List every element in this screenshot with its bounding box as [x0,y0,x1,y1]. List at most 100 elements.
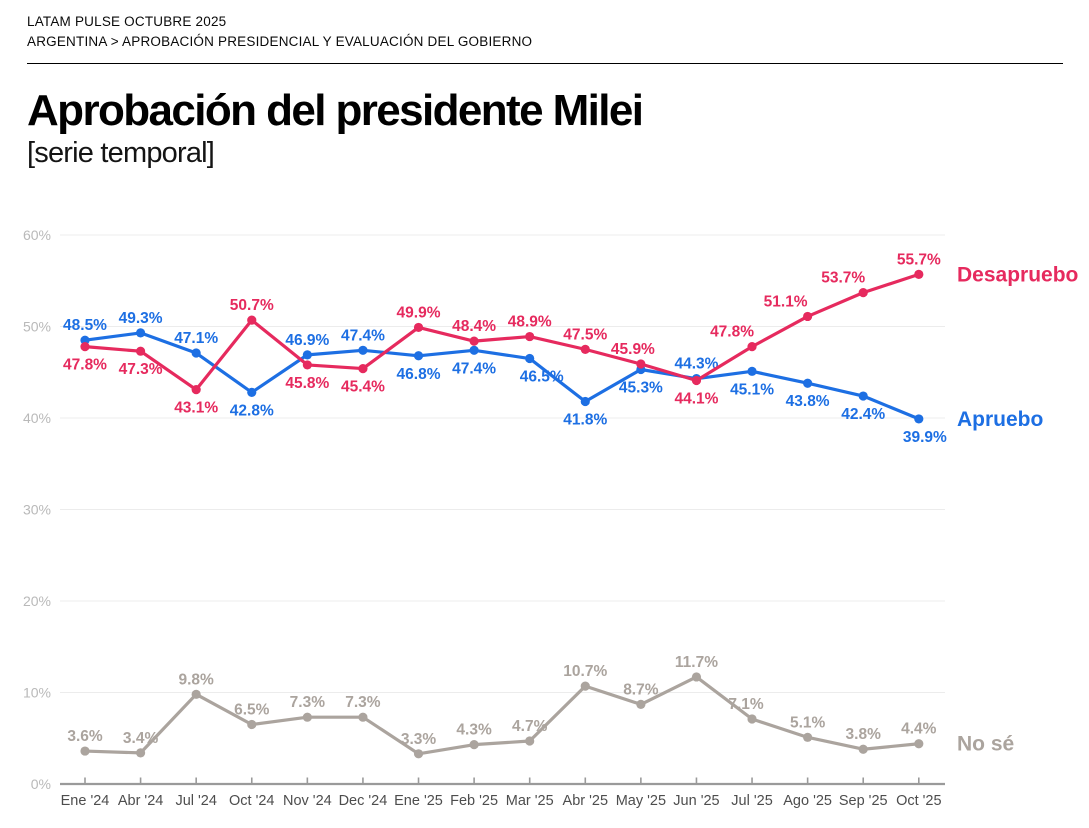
data-label: 49.3% [119,310,163,327]
data-label: 41.8% [563,412,607,429]
data-point [135,346,146,356]
data-label: 47.4% [452,360,496,377]
x-tick-label: Feb '25 [450,793,498,809]
data-point [413,351,424,361]
data-label: 3.4% [123,730,159,747]
data-point [747,366,757,376]
data-point [80,746,90,756]
data-point [191,385,201,395]
data-label: 45.3% [619,380,663,397]
legend-apruebo: Apruebo [957,408,1043,431]
data-label: 47.8% [710,324,754,341]
data-point [135,328,146,338]
data-label: 4.3% [456,722,492,739]
x-tick-label: Nov '24 [283,793,332,809]
data-point [469,336,479,346]
data-point [135,748,146,758]
x-tick-label: Ago '25 [783,793,832,809]
chart-container: 0% 10% 20% 30% 40% 50% 60% Ene '24 Abr '24 Jul '2… [0,215,1089,823]
data-point [191,689,201,699]
y-tick-label: 20% [23,593,51,609]
series-desapruebo: 47.8% 47.3% 43.1% 50.7% 45.8% 45.4% 49.9% 48.4%… [63,251,1078,416]
y-tick-label: 30% [23,502,51,518]
series-apruebo: 48.5% 49.3% 47.1% 42.8% 46.9% 47.4% 46.8% 47.4%… [63,310,1043,446]
page-subtitle: [serie temporal] [27,137,215,169]
data-point [413,322,424,333]
report-page: LATAM PULSE OCTUBRE 2025 ARGENTINA > APR… [0,0,1089,170]
data-point [247,387,257,397]
data-label: 45.1% [730,381,774,398]
data-point [247,315,257,325]
legend-desapruebo: Desapruebo [957,263,1078,286]
data-point [747,342,757,352]
data-point [914,414,924,424]
data-point [803,732,813,742]
data-label: 43.8% [786,393,830,410]
x-tick-label: May '25 [616,793,666,809]
data-point [191,348,201,358]
data-point [302,350,312,360]
x-tick-label: Oct '24 [229,793,274,809]
data-point [469,345,479,355]
breadcrumb: ARGENTINA > APROBACIÓN PRESIDENCIAL Y EV… [27,34,533,49]
data-point [636,699,646,709]
data-label: 44.1% [674,390,718,407]
data-label: 7.3% [345,694,381,711]
data-label: 7.3% [290,694,326,711]
data-label: 45.8% [285,375,329,392]
data-label: 9.8% [179,671,215,688]
x-tick-label: Mar '25 [506,793,554,809]
series-line [83,675,921,756]
data-label: 42.8% [230,402,274,419]
data-label: 47.5% [563,326,607,343]
x-tick-label: Ene '24 [61,793,110,809]
data-point [358,363,368,374]
data-label: 39.9% [903,429,947,446]
y-tick-label: 60% [23,227,51,243]
data-label: 6.5% [234,702,270,719]
x-axis: Ene '24 Abr '24 Jul '24 Oct '24 Nov '24 Dec '… [60,777,945,809]
data-label: 47.1% [174,330,218,347]
data-label: 5.1% [790,714,826,731]
header-divider [27,63,1063,64]
y-tick-label: 40% [23,410,51,426]
data-point [413,749,424,759]
data-point [358,712,368,722]
data-point [525,353,535,364]
approval-time-series-chart: 0% 10% 20% 30% 40% 50% 60% Ene '24 Abr '24 Jul '2… [23,227,1078,809]
data-label: 46.8% [397,366,441,383]
report-kicker: LATAM PULSE OCTUBRE 2025 [27,14,227,29]
data-label: 46.5% [520,369,564,386]
x-tick-label: Jul '24 [175,793,216,809]
data-point [302,712,312,722]
data-point [580,344,590,354]
gridlines [60,234,945,693]
series-no-sé: 3.6% 3.4% 9.8% 6.5% 7.3% 7.3% 3.3% 4.3% 4.7% 10.7… [67,654,1014,759]
data-point [747,714,757,724]
data-point [80,342,90,352]
x-tick-label: Abr '24 [118,793,164,809]
data-label: 48.9% [508,314,552,331]
data-label: 47.8% [63,357,107,374]
data-point [914,269,924,279]
data-label: 10.7% [563,663,607,680]
data-point [691,375,702,386]
data-point [80,335,90,345]
y-axis-ticks: 0% 10% 20% 30% 40% 50% 60% [23,227,51,792]
data-label: 46.9% [285,332,329,349]
y-tick-label: 50% [23,319,51,335]
data-point [469,740,479,750]
data-point [636,359,646,369]
x-tick-label: Sep '25 [839,793,888,809]
data-point [525,736,535,746]
data-label: 4.4% [901,721,937,738]
x-tick-label: Ene '25 [394,793,443,809]
x-tick-label: Dec '24 [339,793,388,809]
x-tick-label: Abr '25 [563,793,609,809]
data-label: 45.9% [611,341,655,358]
x-tick-label: Jul '25 [731,793,772,809]
data-label: 53.7% [821,270,865,287]
data-label: 42.4% [841,406,885,423]
data-point [247,719,257,730]
data-point [580,681,590,691]
